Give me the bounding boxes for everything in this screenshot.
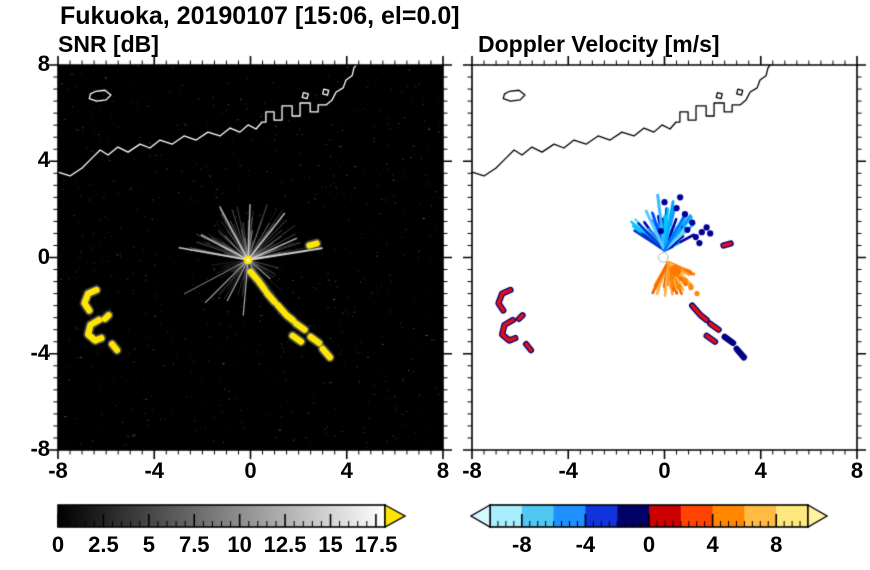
- doppler-colorbar: [470, 503, 832, 533]
- x-axis-tick-label: 4: [340, 458, 353, 483]
- doppler-plot-canvas: [460, 53, 869, 462]
- x-axis-tick-label: 8: [850, 458, 864, 483]
- x-axis-tick-label: -8: [462, 458, 482, 483]
- doppler-colorbar-label: -8: [512, 532, 532, 557]
- snr-colorbar-label: 17.5: [354, 532, 398, 557]
- y-axis-tick-label: -4: [30, 339, 50, 365]
- snr-colorbar-label: 5: [142, 532, 155, 557]
- y-axis-tick-label: 0: [37, 243, 50, 269]
- doppler-colorbar-label: 4: [706, 532, 719, 557]
- x-axis-tick-label: 0: [658, 458, 671, 483]
- snr-plot-canvas: [46, 53, 455, 462]
- snr-colorbar-label: 12.5: [263, 532, 307, 557]
- snr-panel-title: SNR [dB]: [58, 31, 159, 57]
- x-axis-tick-label: -4: [558, 458, 579, 483]
- y-axis-tick-label: 8: [37, 51, 50, 76]
- figure-title: Fukuoka, 20190107 [15:06, el=0.0]: [60, 2, 460, 30]
- snr-colorbar-label: 2.5: [88, 532, 119, 557]
- x-axis-tick-label: 0: [244, 458, 257, 483]
- y-axis-tick-label: -8: [30, 436, 50, 461]
- doppler-panel-title: Doppler Velocity [m/s]: [478, 31, 720, 57]
- doppler-colorbar-label: 8: [770, 532, 783, 557]
- snr-colorbar-label: 10: [227, 532, 252, 557]
- snr-colorbar-label: 0: [51, 532, 65, 557]
- x-axis-tick-label: 8: [436, 458, 450, 483]
- doppler-colorbar-label: 0: [642, 532, 656, 557]
- x-axis-tick-label: 4: [754, 458, 767, 483]
- x-axis-tick-label: -4: [144, 458, 165, 483]
- doppler-colorbar-label: -4: [575, 532, 596, 557]
- x-axis-tick-label: -8: [48, 458, 68, 483]
- snr-colorbar-label: 7.5: [178, 532, 210, 557]
- snr-colorbar: [56, 503, 412, 533]
- y-axis-tick-label: 4: [37, 147, 50, 173]
- snr-colorbar-label: 15: [318, 532, 343, 557]
